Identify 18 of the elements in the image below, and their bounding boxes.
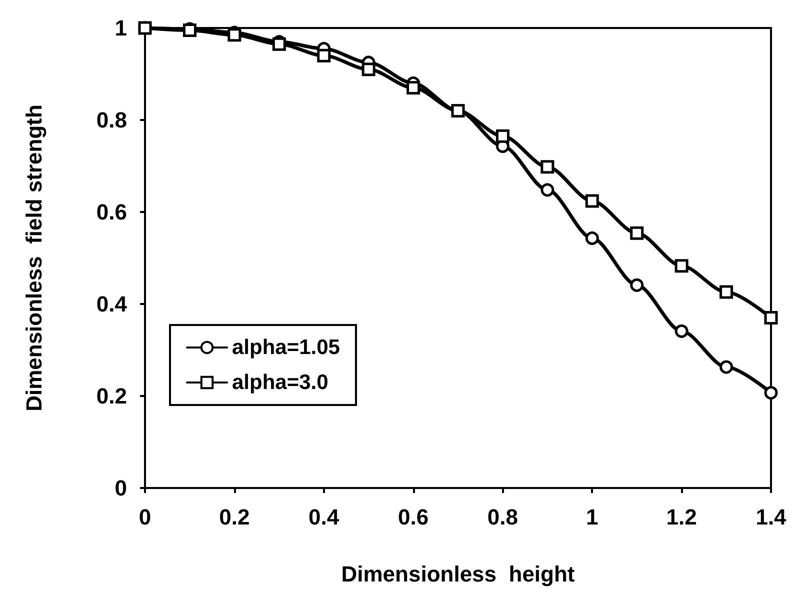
y-tick-label: 0.6 — [96, 200, 127, 224]
x-tick-label: 0.8 — [487, 504, 518, 530]
x-tick-label: 1.4 — [756, 504, 788, 530]
x-axis-title: Dimensionless height — [341, 562, 576, 586]
x-tick-label: 0.4 — [308, 504, 340, 530]
legend-label: alpha=1.05 — [232, 336, 340, 359]
y-tick-label: 0.4 — [96, 292, 128, 316]
x-tick-label: 1 — [586, 504, 598, 530]
y-tick-label: 1 — [114, 16, 127, 40]
x-tick-label: 0 — [138, 504, 152, 530]
x-tick-label: 1.2 — [666, 504, 697, 530]
y-tick-label: 0.8 — [96, 108, 127, 132]
y-tick-label: 0 — [114, 476, 127, 500]
legend-label: alpha=3.0 — [232, 371, 328, 394]
y-tick-label: 0.2 — [96, 384, 127, 408]
x-tick-label: 0.2 — [219, 504, 250, 530]
x-tick-label: 0.6 — [398, 504, 429, 530]
y-axis-title: Dimensionless field strength — [22, 104, 46, 412]
